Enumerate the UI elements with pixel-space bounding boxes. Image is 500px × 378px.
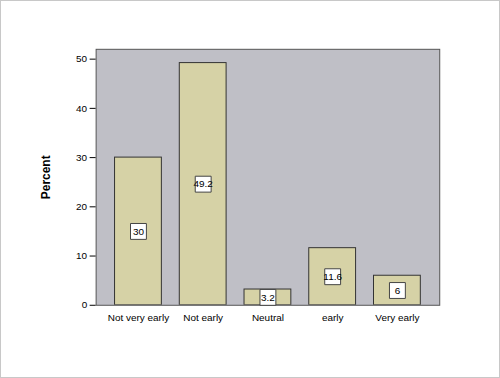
- svg-text:30: 30: [133, 226, 145, 237]
- svg-text:6: 6: [395, 285, 401, 296]
- svg-text:Not very early: Not very early: [108, 312, 169, 323]
- svg-text:49.2: 49.2: [194, 178, 214, 189]
- svg-text:10: 10: [76, 250, 88, 261]
- svg-text:0: 0: [82, 299, 88, 310]
- svg-text:Percent: Percent: [39, 155, 53, 199]
- svg-text:early: early: [322, 312, 344, 323]
- svg-text:Very early: Very early: [375, 312, 419, 323]
- svg-text:40: 40: [76, 103, 88, 114]
- svg-text:3.2: 3.2: [261, 292, 275, 303]
- svg-text:Neutral: Neutral: [252, 312, 284, 323]
- svg-text:11.6: 11.6: [323, 271, 342, 282]
- svg-text:30: 30: [76, 152, 88, 163]
- svg-text:20: 20: [76, 201, 88, 212]
- svg-text:50: 50: [76, 53, 88, 64]
- svg-text:Not early: Not early: [183, 312, 223, 323]
